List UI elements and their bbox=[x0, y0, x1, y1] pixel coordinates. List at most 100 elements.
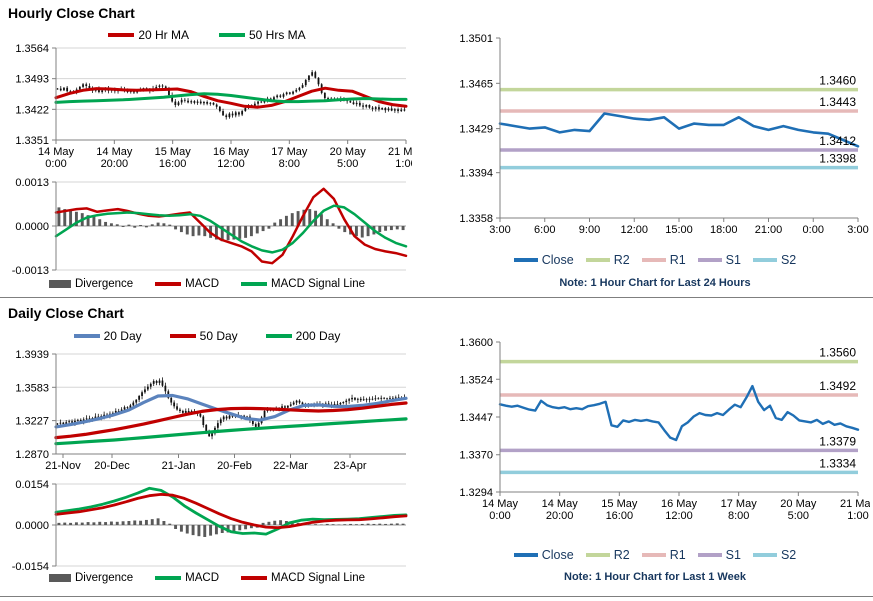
legend-label: Divergence bbox=[74, 278, 134, 290]
legend-item-s2: S2 bbox=[752, 253, 797, 267]
legend-item-r2: R2 bbox=[585, 253, 630, 267]
daily-macd-legend: Divergence MACD MACD Signal Line bbox=[2, 572, 412, 584]
hourly-section-title: Hourly Close Chart bbox=[8, 5, 135, 21]
legend-label: MACD bbox=[185, 572, 220, 584]
ma20day-swatch bbox=[73, 334, 100, 338]
legend-item-r1: R1 bbox=[641, 253, 686, 267]
svg-text:9:00: 9:00 bbox=[579, 224, 600, 236]
s2-swatch bbox=[752, 553, 777, 557]
svg-text:20-Dec: 20-Dec bbox=[94, 460, 130, 472]
svg-text:0:00: 0:00 bbox=[803, 224, 824, 236]
svg-text:18:00: 18:00 bbox=[710, 224, 738, 236]
svg-text:15:00: 15:00 bbox=[665, 224, 693, 236]
legend-label: S2 bbox=[780, 253, 797, 267]
svg-text:0.0000: 0.0000 bbox=[15, 520, 49, 532]
ma50day-swatch bbox=[169, 334, 196, 338]
legend-label: Close bbox=[541, 548, 574, 562]
svg-text:12:00: 12:00 bbox=[620, 224, 648, 236]
weekly-pivot-chart: 1.3560 1.3492 1.3379 1.3334 1.3600 1.3524 1.34… bbox=[459, 337, 870, 522]
svg-text:1.3358: 1.3358 bbox=[459, 213, 493, 225]
svg-text:3:00: 3:00 bbox=[847, 224, 868, 236]
legend-label: R2 bbox=[613, 253, 630, 267]
legend-label: S1 bbox=[725, 548, 741, 562]
svg-text:1.3492: 1.3492 bbox=[819, 379, 856, 393]
legend-item-200day-ma: 200 Day bbox=[265, 329, 341, 343]
macd-signal-swatch bbox=[241, 282, 268, 286]
r2-swatch bbox=[585, 553, 610, 557]
ma20-swatch bbox=[108, 33, 135, 37]
macd-swatch bbox=[155, 576, 182, 580]
svg-text:1.3564: 1.3564 bbox=[15, 43, 49, 55]
legend-item-close: Close bbox=[513, 548, 574, 562]
svg-text:1.3443: 1.3443 bbox=[819, 95, 856, 109]
macd-swatch bbox=[155, 282, 182, 286]
s1-swatch bbox=[697, 258, 722, 262]
r1-swatch bbox=[641, 258, 666, 262]
svg-text:1.3600: 1.3600 bbox=[459, 337, 493, 349]
close-swatch bbox=[513, 258, 538, 262]
svg-text:1.3379: 1.3379 bbox=[819, 434, 856, 448]
svg-text:1.3501: 1.3501 bbox=[459, 33, 493, 45]
legend-label: Close bbox=[541, 253, 574, 267]
daily-macd-chart: 0.0154 0.0000 -0.0154 bbox=[12, 479, 408, 570]
svg-text:6:00: 6:00 bbox=[534, 224, 555, 236]
hourly-close-legend: 20 Hr MA 50 Hrs MA bbox=[2, 28, 412, 42]
svg-text:21:00: 21:00 bbox=[755, 224, 783, 236]
svg-text:1.3493: 1.3493 bbox=[15, 74, 49, 86]
svg-text:1.3422: 1.3422 bbox=[15, 104, 49, 116]
svg-text:1.3524: 1.3524 bbox=[459, 374, 493, 386]
section-divider bbox=[0, 297, 873, 298]
hourly-pivot-legend: Close R2 R1 S1 S2 bbox=[440, 253, 870, 267]
r2-swatch bbox=[585, 258, 610, 262]
svg-text:1.3370: 1.3370 bbox=[459, 450, 493, 462]
legend-label: 20 Day bbox=[103, 329, 142, 343]
weekly-pivot-note: Note: 1 Hour Chart for Last 1 Week bbox=[564, 571, 746, 583]
legend-label: 50 Day bbox=[199, 329, 238, 343]
legend-item-r1: R1 bbox=[641, 548, 686, 562]
legend-item-20hr-ma: 20 Hr MA bbox=[108, 28, 189, 42]
legend-item-s1: S1 bbox=[697, 548, 741, 562]
legend-item-macd: MACD bbox=[155, 278, 219, 290]
close-swatch bbox=[513, 553, 538, 557]
svg-text:23-Apr: 23-Apr bbox=[333, 460, 366, 472]
legend-item-s2: S2 bbox=[752, 548, 796, 562]
legend-label: R2 bbox=[613, 548, 630, 562]
legend-label: MACD bbox=[185, 278, 220, 290]
legend-item-macd: MACD bbox=[155, 572, 219, 584]
svg-text:0.0013: 0.0013 bbox=[15, 177, 49, 189]
svg-text:1.3583: 1.3583 bbox=[15, 382, 49, 394]
svg-text:1.3460: 1.3460 bbox=[819, 74, 856, 88]
legend-item-50hr-ma: 50 Hrs MA bbox=[219, 28, 306, 42]
r1-swatch bbox=[641, 553, 666, 557]
divergence-swatch bbox=[48, 280, 71, 288]
legend-label: 200 Day bbox=[295, 329, 341, 343]
legend-label: S1 bbox=[725, 253, 741, 267]
legend-item-close: Close bbox=[513, 253, 574, 267]
legend-label: Divergence bbox=[74, 572, 134, 584]
weekly-pivot-legend: Close R2 R1 S1 S2 bbox=[440, 548, 870, 562]
legend-item-50day-ma: 50 Day bbox=[169, 329, 238, 343]
legend-item-s1: S1 bbox=[697, 253, 741, 267]
svg-text:20-Feb: 20-Feb bbox=[217, 460, 252, 472]
svg-text:1.3412: 1.3412 bbox=[819, 134, 856, 148]
svg-text:0.0000: 0.0000 bbox=[15, 221, 49, 233]
legend-label: 20 Hr MA bbox=[138, 28, 189, 42]
legend-label: MACD Signal Line bbox=[271, 278, 365, 290]
svg-text:21-Nov: 21-Nov bbox=[45, 460, 81, 472]
svg-text:1.3334: 1.3334 bbox=[819, 456, 856, 470]
svg-text:1.3560: 1.3560 bbox=[819, 346, 856, 360]
